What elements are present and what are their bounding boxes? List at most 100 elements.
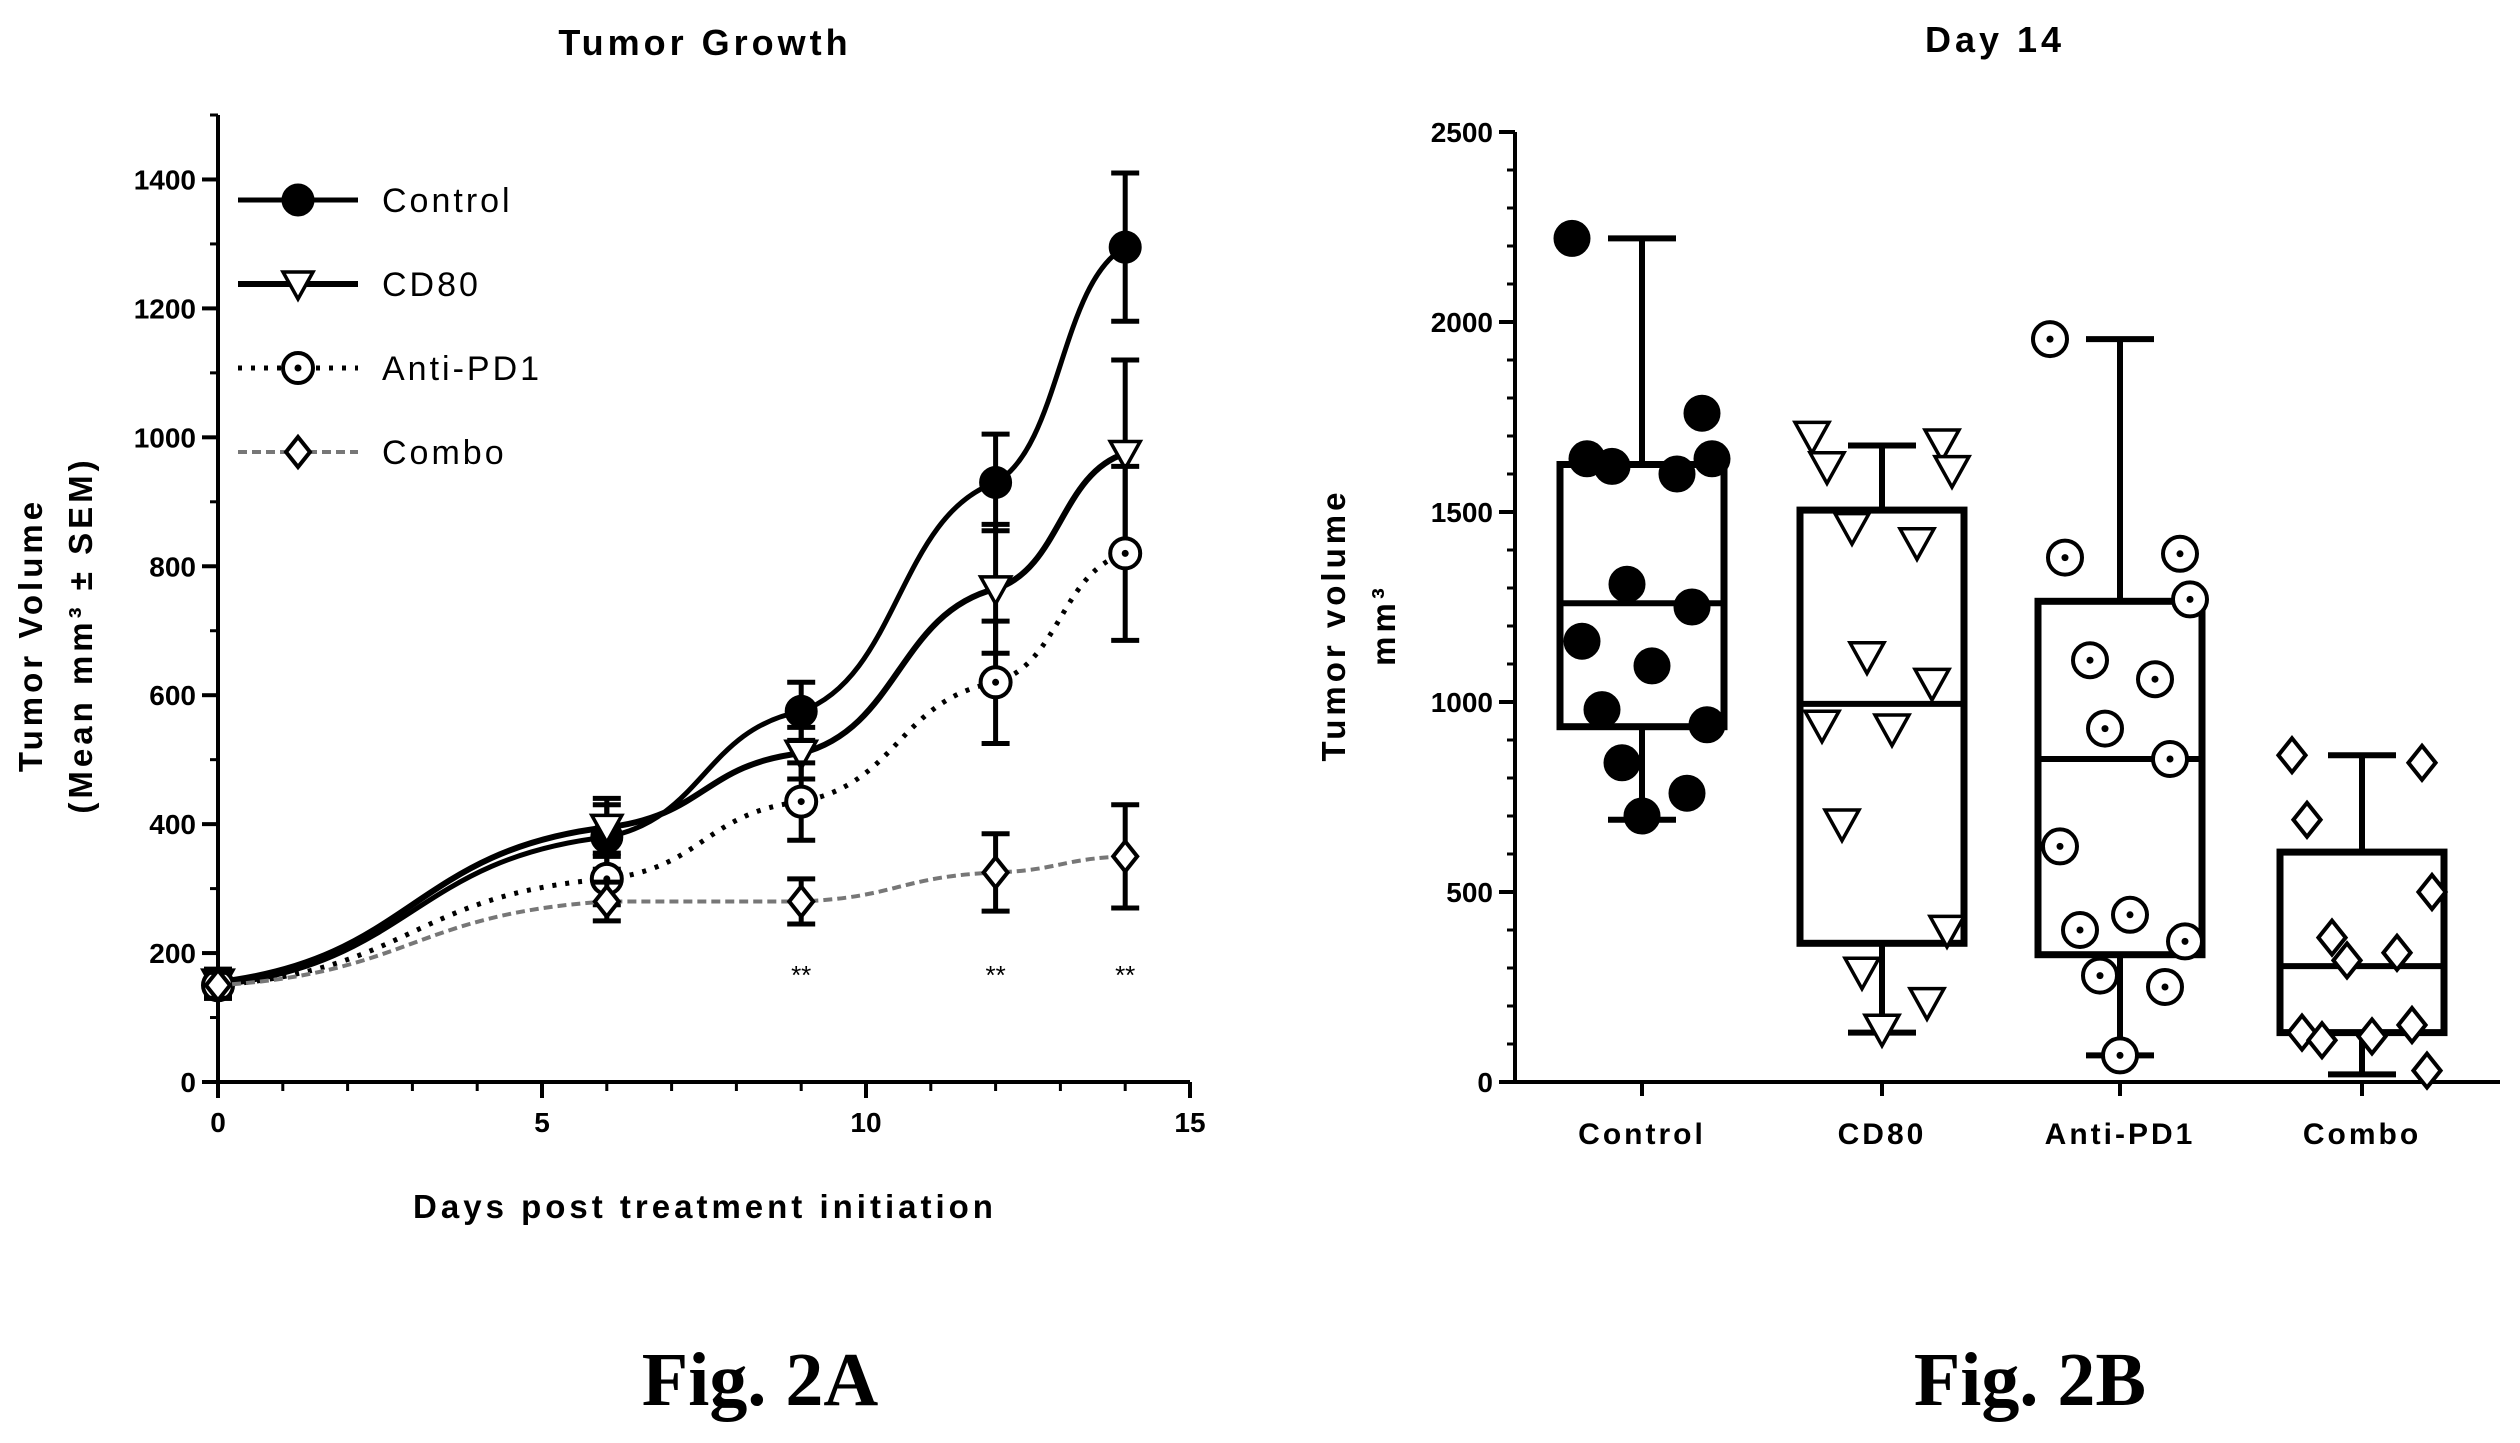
box-data-point xyxy=(2111,895,2149,934)
chart-day14: Day 14 Tumor volume mm³ 0 500 1000 1500 2000… xyxy=(1315,19,2500,1151)
box-data-point xyxy=(1693,440,1731,478)
box-data-point xyxy=(1932,454,1972,491)
legend-marker xyxy=(280,270,316,303)
legend-marker xyxy=(283,433,313,471)
series-line xyxy=(217,854,1126,988)
chart-b-ylabel-line2: mm³ xyxy=(1365,584,1402,666)
box-iqr xyxy=(2034,597,2206,959)
data-point xyxy=(977,575,1014,608)
data-point xyxy=(1107,439,1144,473)
chart-a-y-tick-label: 1400 xyxy=(134,164,196,195)
data-point xyxy=(979,465,1013,499)
box-data-point xyxy=(2081,956,2119,995)
chart-a-x-tick-label: 5 xyxy=(534,1107,550,1138)
chart-b-y-tick-label: 1500 xyxy=(1431,497,1493,528)
legend-item: Control xyxy=(238,182,510,220)
chart-a-x-tick-label: 0 xyxy=(210,1107,226,1138)
box-data-point xyxy=(2380,932,2414,974)
box-data-point xyxy=(2395,1004,2429,1046)
data-point-dot xyxy=(992,678,1000,686)
data-point xyxy=(784,784,819,819)
chart-a-y-tick-label: 1000 xyxy=(134,422,196,453)
data-point xyxy=(1110,838,1140,875)
box-iqr xyxy=(2276,848,2448,1037)
chart-a-y-tick-label: 800 xyxy=(149,551,196,582)
chart-b-x-tick-label: Combo xyxy=(2303,1118,2421,1151)
chart-tumor-growth: Tumor Growth Tumor Volume (Mean mm³ ± SE… xyxy=(12,22,1206,1225)
box-combo xyxy=(2275,734,2449,1091)
series-combo xyxy=(203,802,1140,1004)
box-data-point xyxy=(2166,922,2204,961)
box-data-point-dot xyxy=(2181,937,2189,945)
box-data-point xyxy=(1842,956,1882,993)
box-data-point-dot xyxy=(2076,926,2084,934)
figure-label-2a: Fig. 2A xyxy=(642,1338,879,1422)
significance-marker: ** xyxy=(791,960,811,990)
box-data-point xyxy=(2275,734,2309,776)
legend-label: CD80 xyxy=(382,266,481,304)
legend-marker xyxy=(281,183,315,217)
box-data-point xyxy=(2330,940,2364,981)
chart-b-x-tick-label: Anti-PD1 xyxy=(2045,1118,2196,1151)
box-data-point xyxy=(2071,641,2109,680)
box-data-point xyxy=(1822,808,1862,845)
box-data-point-dot xyxy=(2186,595,2194,603)
box-data-point xyxy=(2290,799,2324,841)
box-data-point xyxy=(2355,1016,2389,1057)
box-data-point-dot xyxy=(2176,550,2184,558)
box-data-point xyxy=(1872,713,1912,750)
box-data-point xyxy=(2305,1019,2339,1061)
box-data-point xyxy=(1608,565,1646,603)
chart-a-y-tick-label: 1200 xyxy=(134,293,196,324)
box-data-point xyxy=(1847,641,1887,678)
box-data-point xyxy=(1922,428,1962,465)
chart-a-y-tick-label: 0 xyxy=(180,1067,196,1098)
box-data-point xyxy=(1683,394,1721,432)
data-point xyxy=(588,813,625,846)
chart-a-legend: Control CD80 Anti-PD1 Combo xyxy=(238,182,539,472)
box-data-point xyxy=(2101,1036,2139,1075)
box-data-point-dot xyxy=(2161,983,2169,991)
chart-b-axes: 0 500 1000 1500 2000 2500 Control CD80 Anti-PD1 C… xyxy=(1431,117,2500,1151)
chart-a-ylabel-line1: Tumor Volume xyxy=(12,498,49,772)
box-data-point-dot xyxy=(2116,1051,2124,1059)
chart-a-y-tick-label: 600 xyxy=(149,680,196,711)
box-cd80 xyxy=(1792,420,1972,1050)
data-point-dot xyxy=(797,798,805,806)
box-data-point xyxy=(2405,742,2439,784)
box-iqr xyxy=(1796,506,1968,947)
box-data-point xyxy=(2041,827,2079,866)
legend-label: Combo xyxy=(382,434,507,472)
box-data-point-dot xyxy=(2046,335,2054,343)
chart-b-x-tick-label: CD80 xyxy=(1838,1118,1927,1151)
chart-b-y-tick-label: 1000 xyxy=(1431,687,1493,718)
box-data-point xyxy=(2046,538,2084,577)
figure-label-2b: Fig. 2B xyxy=(1914,1338,2146,1422)
box-data-point-dot xyxy=(2101,725,2109,733)
chart-a-title: Tumor Growth xyxy=(558,22,851,63)
box-data-point xyxy=(1593,447,1631,485)
legend-item: Anti-PD1 xyxy=(238,350,539,388)
box-data-point xyxy=(2061,911,2099,949)
box-data-point xyxy=(1583,691,1621,729)
chart-b-ylabel: Tumor volume mm³ xyxy=(1315,489,1402,762)
box-data-point xyxy=(2031,320,2069,359)
legend-marker xyxy=(281,351,315,385)
chart-b-title: Day 14 xyxy=(1925,19,2065,60)
box-data-point xyxy=(1832,511,1872,548)
box-data-point xyxy=(1897,527,1937,564)
box-data-point xyxy=(1807,451,1847,488)
significance-marker: ** xyxy=(985,960,1005,990)
box-data-point xyxy=(1633,647,1671,685)
data-point xyxy=(203,967,233,1004)
box-data-point xyxy=(1668,774,1706,812)
chart-a-x-tick-label: 10 xyxy=(850,1107,881,1138)
box-data-point xyxy=(2086,709,2124,748)
box-data-point xyxy=(1623,797,1661,835)
box-data-point-dot xyxy=(2061,554,2069,562)
box-control xyxy=(1553,219,1731,835)
data-point-dot xyxy=(1121,549,1129,557)
box-data-point xyxy=(1603,744,1641,782)
chart-a-x-tick-label: 15 xyxy=(1174,1107,1205,1138)
chart-b-y-tick-label: 0 xyxy=(1477,1067,1493,1098)
